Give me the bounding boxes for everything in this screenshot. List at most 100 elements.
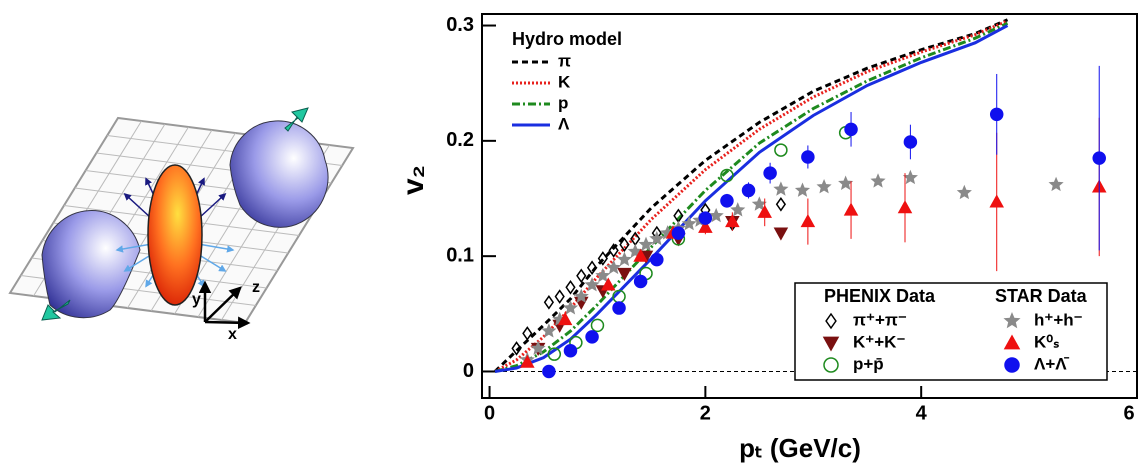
y-tick-label: 0.1: [446, 244, 474, 266]
data-point: [698, 211, 713, 225]
legend-swatch: [1004, 357, 1020, 373]
data-point: [800, 214, 816, 228]
data-point: [520, 354, 535, 368]
data-point: [554, 289, 565, 304]
data-point: [606, 259, 622, 275]
data-point: [543, 294, 555, 310]
legend-label: π: [558, 51, 571, 70]
legend-label: K⁺+K⁻: [853, 332, 905, 351]
legend-title: STAR Data: [995, 286, 1088, 306]
data-point: [563, 343, 578, 358]
data-point: [542, 364, 556, 379]
data-point: [681, 215, 697, 231]
legend-title: Hydro model: [512, 29, 622, 49]
legend-title: PHENIX Data: [824, 286, 936, 306]
data-point: [619, 237, 630, 252]
legend-swatch: [1003, 312, 1021, 329]
data-point: [522, 326, 533, 341]
data-point: [989, 107, 1004, 122]
data-point: [650, 252, 664, 267]
legend-box: [794, 282, 1108, 381]
data-point: [612, 301, 626, 315]
data-point: [751, 196, 767, 211]
data-point: [530, 340, 546, 355]
coord-axis: [204, 316, 251, 330]
y-tick-label: 0: [463, 360, 474, 382]
legend-swatch: [1003, 334, 1021, 350]
legend-label: π⁺+π⁻: [853, 310, 907, 329]
data-point: [1048, 176, 1064, 192]
data-point: [557, 312, 573, 326]
data-point: [956, 184, 972, 200]
x-tick-label: 2: [700, 402, 711, 424]
data-point: [617, 267, 632, 282]
data-point: [843, 202, 859, 216]
data-point: [708, 207, 724, 223]
data-point: [730, 202, 746, 217]
data-point: [775, 196, 787, 212]
data-point: [562, 300, 579, 315]
data-point: [590, 318, 605, 333]
data-point: [870, 173, 886, 188]
legend-label: Λ: [558, 114, 570, 133]
x-tick-label: 4: [916, 402, 928, 424]
axis-name: z: [252, 279, 260, 296]
data-point: [541, 323, 557, 338]
model-curve: [493, 18, 1009, 373]
data-point: [1092, 151, 1106, 165]
legend-swatch: [825, 312, 837, 330]
nucleus-left: [41, 210, 141, 319]
data-point: [774, 143, 788, 157]
data-point: [903, 135, 918, 149]
model-curve: [494, 24, 1009, 373]
data-point: [720, 194, 734, 208]
model-curve: [494, 21, 1009, 373]
data-point: [576, 268, 587, 284]
data-point: [511, 341, 522, 356]
legend-swatch: [823, 357, 839, 373]
legend-swatch: [822, 336, 840, 352]
legend-label: h⁺+h⁻: [1034, 310, 1083, 329]
data-point: [989, 194, 1004, 208]
data-point: [547, 347, 562, 361]
spectator-arrow: [41, 299, 71, 321]
overlap-zone: [147, 164, 203, 306]
data-point: [757, 204, 772, 218]
data-point: [773, 181, 789, 196]
data-point: [720, 168, 734, 183]
data-point: [844, 122, 858, 137]
axis-name: y: [192, 291, 201, 308]
data-point: [616, 251, 633, 267]
data-point: [838, 175, 854, 190]
data-point: [763, 166, 777, 180]
x-tick-label: 0: [484, 402, 495, 424]
data-point: [584, 277, 600, 292]
data-point: [633, 248, 648, 262]
legend-label: K: [558, 72, 571, 91]
data-point: [608, 243, 619, 258]
data-point: [633, 274, 648, 289]
data-point: [565, 279, 576, 295]
data-point: [595, 267, 611, 283]
y-tick-label: 0.2: [446, 129, 474, 151]
plot-frame: [481, 13, 1138, 399]
data-point: [902, 169, 918, 185]
coord-axis: [204, 286, 242, 323]
data-point: [741, 183, 756, 198]
legend-label: p: [558, 93, 568, 112]
data-point: [801, 150, 815, 164]
data-point: [671, 226, 686, 240]
model-curve: [494, 19, 1009, 373]
y-axis-title: v₂: [397, 165, 430, 195]
diagram: x y z: [8, 107, 355, 343]
legend-label: Λ+Λ̄: [1034, 354, 1070, 373]
x-axis-title: pₜ (GeV/c): [739, 433, 861, 463]
data-point: [573, 288, 589, 303]
data-point: [600, 277, 616, 291]
data-point: [816, 179, 832, 194]
legend-label: K⁰ₛ: [1034, 332, 1059, 351]
data-point: [649, 230, 665, 246]
legend-label: p+p̄: [853, 354, 884, 373]
data-point: [773, 227, 789, 241]
